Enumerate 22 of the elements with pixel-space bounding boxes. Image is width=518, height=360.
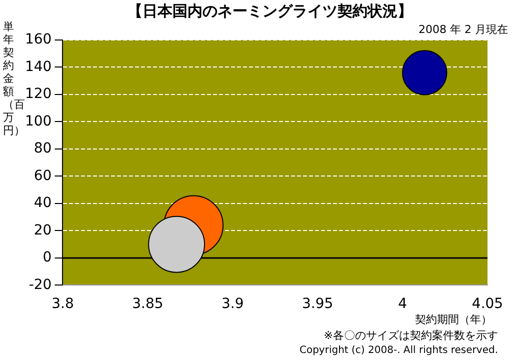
text: 単年契約金額（百万円） bbox=[3, 20, 25, 137]
y-tick-label: 120 bbox=[24, 86, 52, 102]
text: Copyright (c) 2008-. All rights reserved. bbox=[299, 345, 498, 356]
x-axis-title: 契約期間（年） bbox=[415, 312, 492, 327]
x-tick-label: 3.95 bbox=[302, 296, 334, 312]
chart-title: 【日本国内のネーミングライツ契約状況】 bbox=[126, 2, 414, 21]
y-tick-label: 40 bbox=[34, 195, 52, 212]
y-tick-label: 0 bbox=[42, 250, 52, 266]
y-tick-label: 100 bbox=[24, 113, 52, 130]
x-tick-label: 4 bbox=[398, 296, 408, 312]
x-tick-label: 3.9 bbox=[222, 296, 244, 312]
y-tick-label: 60 bbox=[34, 168, 52, 184]
x-tick-label: 3.8 bbox=[52, 296, 74, 312]
y-tick-label: 20 bbox=[34, 222, 52, 238]
y-tick-label: 140 bbox=[24, 58, 52, 75]
x-tick-label: 3.85 bbox=[132, 296, 164, 312]
y-tick-label: 160 bbox=[24, 32, 52, 48]
text: ※各〇のサイズは契約案件数を示す bbox=[324, 328, 498, 343]
chart-subtitle: 2008 年 2 月現在 bbox=[418, 22, 508, 37]
y-tick-label: 80 bbox=[34, 140, 52, 157]
y-tick-label: -20 bbox=[28, 276, 52, 293]
x-tick-label: 4.05 bbox=[472, 296, 504, 312]
